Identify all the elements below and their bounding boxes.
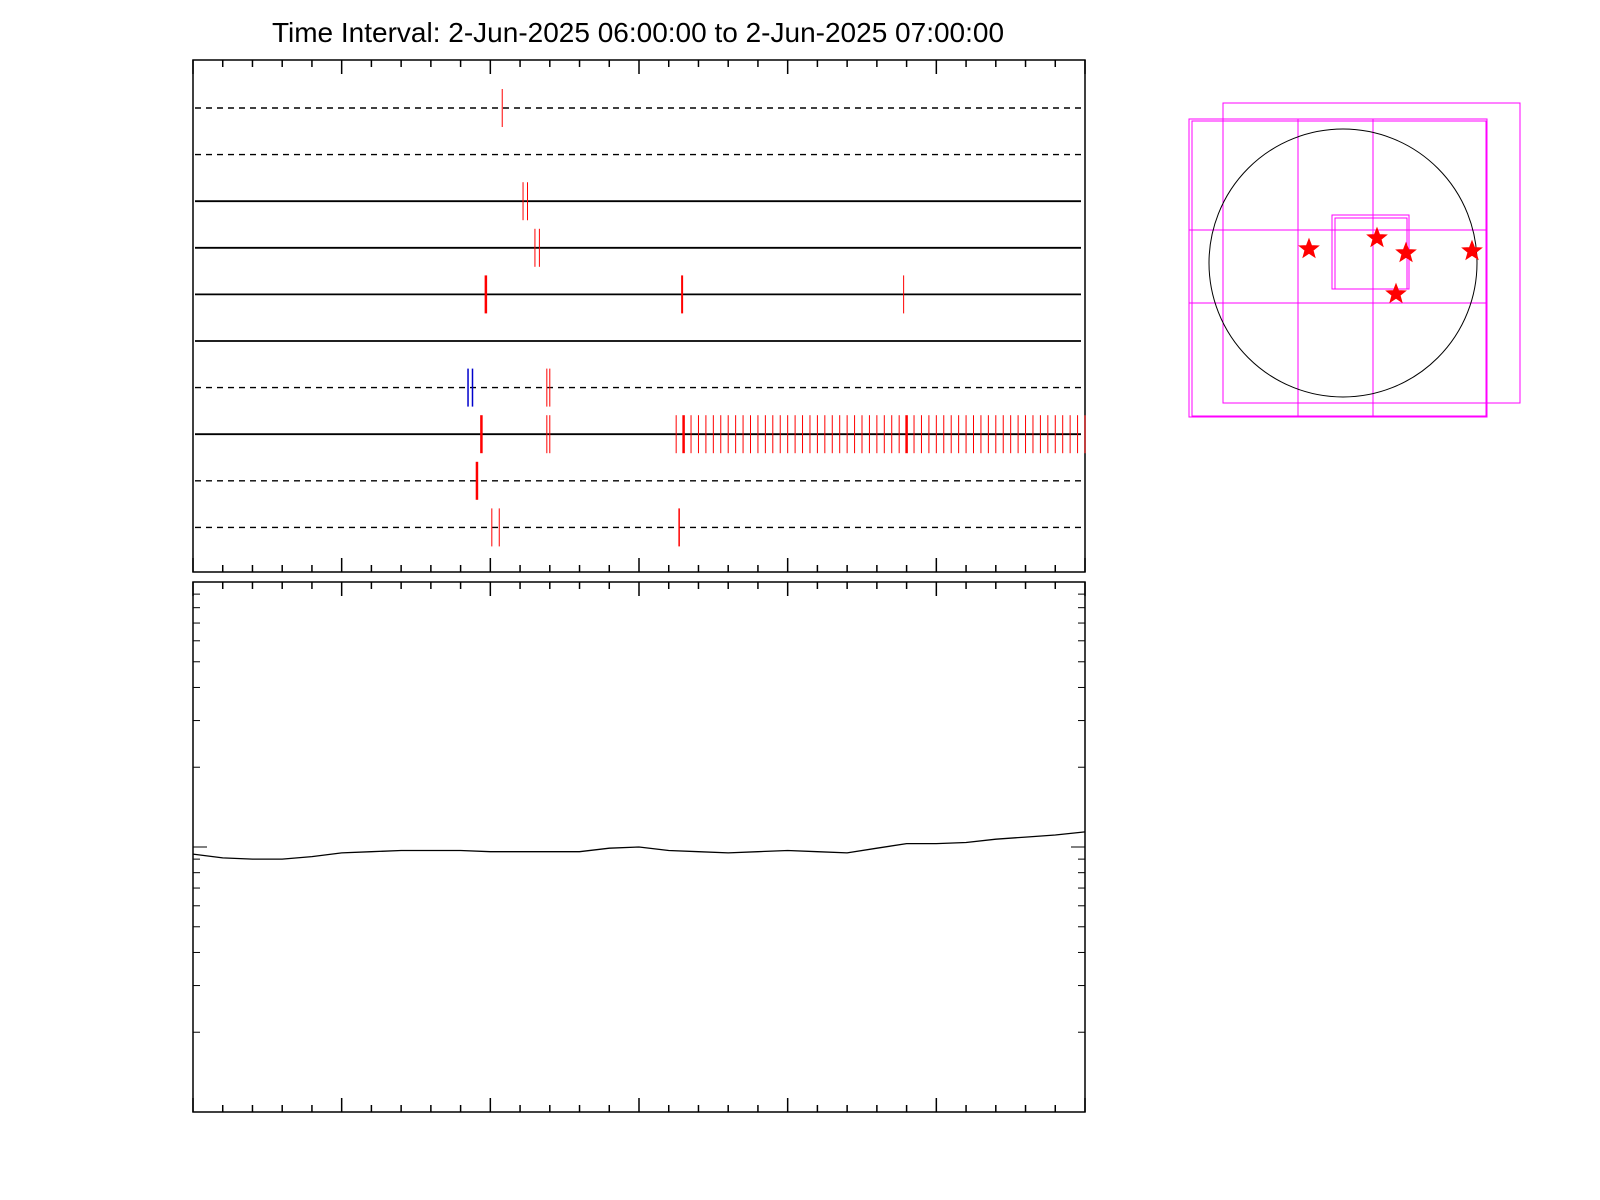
region-star-icon	[1385, 282, 1407, 304]
fov-box	[1331, 214, 1410, 290]
solar-limb	[1208, 128, 1478, 398]
fov-box	[1188, 118, 1488, 418]
event-timeline-panel	[192, 59, 1086, 573]
sun-map	[1188, 102, 1521, 418]
timeline-frame	[192, 59, 1086, 573]
region-star-icon	[1366, 226, 1388, 248]
region-star-icon	[1298, 237, 1320, 259]
region-star-icon	[1461, 239, 1483, 261]
fov-box	[1334, 217, 1408, 290]
region-star-icon	[1395, 241, 1417, 263]
chart-title: Time Interval: 2-Jun-2025 06:00:00 to 2-…	[272, 17, 1004, 48]
goes-flux-line	[192, 831, 1086, 860]
fov-box	[1191, 120, 1487, 417]
fov-box	[1222, 102, 1521, 404]
goes-flux-panel	[192, 581, 1086, 1113]
